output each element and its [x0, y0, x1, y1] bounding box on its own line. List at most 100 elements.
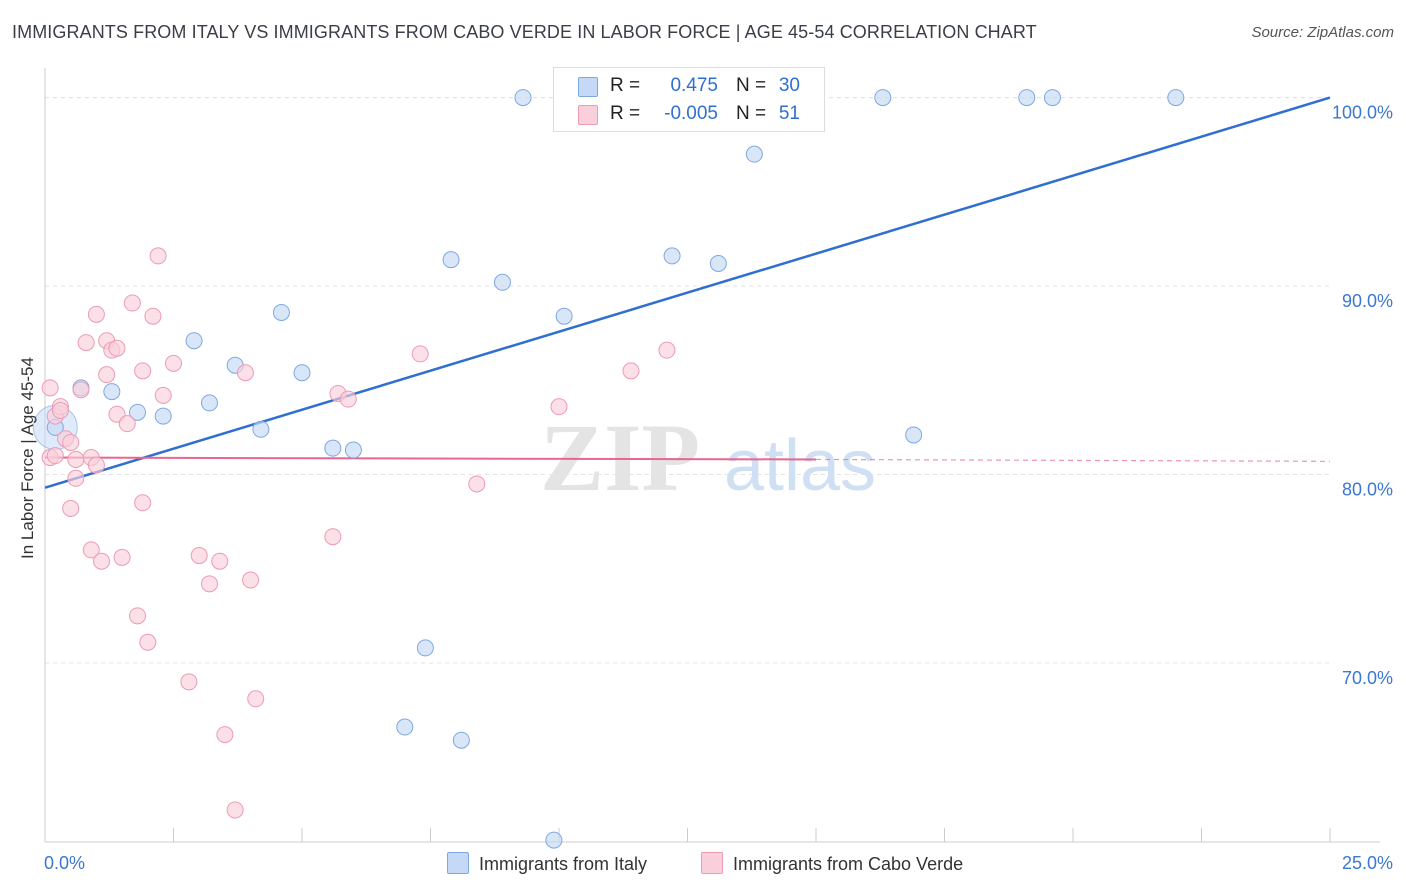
italy-point — [1167, 89, 1185, 107]
watermark-zip: ZIP — [540, 404, 700, 511]
legend-item-italy[interactable]: Immigrants from Italy — [447, 852, 647, 876]
italy-point — [493, 273, 511, 291]
cabo-verde-point — [236, 364, 254, 382]
cabo-verde-point — [411, 345, 429, 363]
cabo-verde-point — [113, 548, 131, 566]
cabo-verde-point — [123, 294, 141, 312]
cabo-verde-trend-line — [44, 456, 817, 461]
grid-layer — [45, 97, 1330, 664]
cabo-verde-point — [41, 379, 59, 397]
italy-point — [663, 247, 681, 265]
italy-point — [272, 303, 290, 321]
italy-point — [324, 439, 342, 457]
cabo-verde-point — [129, 607, 147, 625]
cabo-verde-point — [118, 415, 136, 433]
italy-point — [555, 307, 573, 325]
cabo-verde-point — [149, 247, 167, 265]
legend-row-italy: R = 0.475 N = 30 — [554, 72, 824, 100]
cabo-verde-point — [144, 307, 162, 325]
cabo-verde-point — [62, 499, 80, 517]
cabo-verde-point — [550, 398, 568, 416]
cabo-verde-point — [154, 386, 172, 404]
cabo-verde-point — [134, 494, 152, 512]
cabo-verde-point — [46, 447, 64, 465]
legend-r-label: R = — [610, 103, 641, 124]
cabo-verde-point — [190, 547, 208, 565]
legend-r-value: -0.005 — [664, 103, 718, 124]
legend-swatch-cabo-verde — [578, 105, 598, 125]
italy-point — [129, 403, 147, 421]
watermark: ZIP atlas — [540, 404, 876, 511]
legend-n-value: 30 — [778, 75, 800, 96]
cabo-verde-point — [93, 552, 111, 570]
italy-point — [252, 420, 270, 438]
italy-point — [452, 731, 470, 749]
x-tick-label: 25.0% — [1342, 853, 1393, 873]
legend-item-cabo-verde[interactable]: Immigrants from Cabo Verde — [701, 852, 963, 876]
legend-swatch-cabo-verde — [701, 852, 723, 874]
legend-n-label: N = — [736, 103, 767, 124]
cabo-verde-point — [226, 801, 244, 819]
legend-n-label: N = — [736, 75, 767, 96]
italy-point — [545, 831, 563, 849]
x-tick-label: 0.0% — [44, 853, 85, 873]
cabo-verde-point — [62, 433, 80, 451]
cabo-verde-point — [339, 390, 357, 408]
cabo-verde-point — [216, 726, 234, 744]
cabo-verde-point — [87, 305, 105, 323]
cabo-verde-point — [51, 401, 69, 419]
cabo-verde-point — [67, 450, 85, 468]
cabo-verde-point — [77, 334, 95, 352]
legend-swatch-italy — [578, 77, 598, 97]
legend-swatch-italy — [447, 852, 469, 874]
points-layer — [32, 89, 1185, 849]
legend-n-value: 51 — [778, 103, 800, 124]
legend-r-label: R = — [610, 75, 641, 96]
italy-point — [416, 639, 434, 657]
cabo-verde-point — [165, 354, 182, 372]
cabo-verde-point — [658, 341, 676, 359]
cabo-verde-point — [82, 541, 100, 559]
legend-label-cabo-verde: Immigrants from Cabo Verde — [733, 854, 964, 874]
legend-row-cabo-verde: R = -0.005 N = 51 — [554, 100, 824, 128]
italy-point — [396, 718, 414, 736]
cabo-verde-point — [139, 633, 157, 651]
italy-point — [344, 441, 362, 459]
cabo-verde-point — [200, 575, 218, 593]
italy-point — [293, 364, 311, 382]
italy-point — [745, 145, 763, 163]
italy-point — [905, 426, 923, 444]
italy-point — [442, 251, 460, 269]
cabo-verde-point — [98, 366, 116, 384]
legend-label-italy: Immigrants from Italy — [479, 854, 648, 874]
cabo-verde-point — [180, 673, 198, 691]
cabo-verde-point — [134, 362, 152, 380]
tick-labels: 70.0% 80.0% 90.0% 100.0% 0.0% 25.0% — [44, 103, 1393, 873]
axes-layer — [44, 68, 1380, 843]
chart-title: IMMIGRANTS FROM ITALY VS IMMIGRANTS FROM… — [12, 22, 1037, 42]
cabo-verde-point — [108, 339, 126, 357]
cabo-verde-point — [67, 469, 85, 487]
italy-point — [185, 332, 203, 350]
source-credit: Source: ZipAtlas.com — [1251, 24, 1394, 41]
cabo-verde-point — [242, 571, 260, 589]
italy-point — [200, 394, 218, 412]
y-tick-label: 90.0% — [1342, 291, 1393, 311]
cabo-verde-point — [87, 456, 105, 474]
cabo-verde-point — [622, 362, 640, 380]
stats-legend: R = 0.475 N = 30 R = -0.005 N = 51 — [553, 67, 825, 132]
watermark-atlas: atlas — [724, 426, 876, 506]
italy-point — [103, 383, 121, 401]
italy-point — [154, 407, 172, 425]
cabo-verde-trend-extension — [815, 458, 1331, 462]
italy-point — [874, 89, 892, 107]
cabo-verde-point — [211, 552, 229, 570]
cabo-verde-point — [247, 690, 265, 708]
italy-point — [1043, 89, 1061, 107]
italy-point — [1018, 89, 1036, 107]
y-axis-label: In Labor Force | Age 45-54 — [18, 357, 37, 559]
cabo-verde-point — [468, 475, 486, 493]
legend-r-value: 0.475 — [670, 75, 718, 96]
y-tick-label: 70.0% — [1342, 668, 1393, 688]
